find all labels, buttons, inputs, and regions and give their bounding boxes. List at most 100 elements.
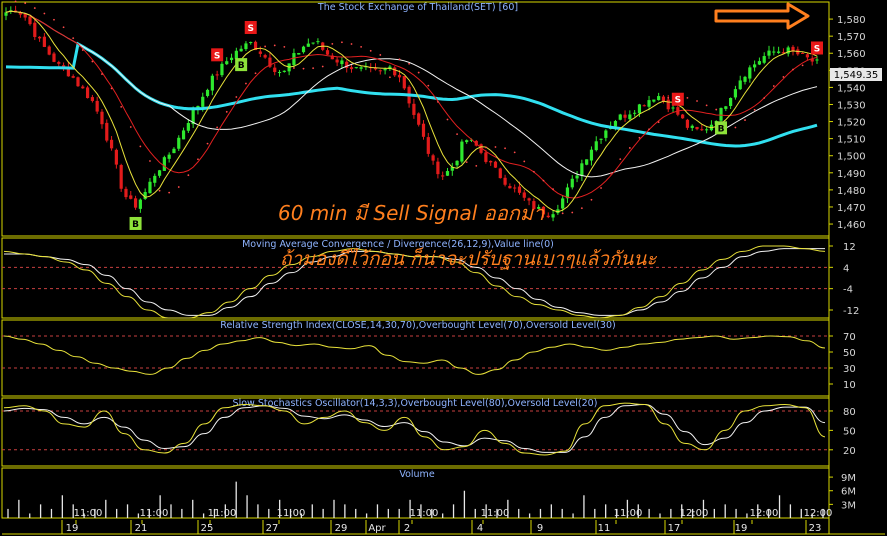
candle-body — [359, 67, 363, 69]
psar-dot — [523, 160, 526, 163]
time-label: 11:00 — [74, 508, 103, 519]
candle-body — [690, 125, 694, 128]
candle-body — [604, 130, 608, 138]
price-tick-label: 1,580 — [837, 15, 866, 26]
candle-body — [460, 141, 464, 162]
psar-dot — [341, 41, 343, 44]
candle-body — [186, 123, 190, 131]
price-tick-label: 1,520 — [837, 118, 866, 129]
date-label: 19 — [735, 523, 748, 534]
candle-body — [345, 61, 349, 68]
candle-body — [167, 154, 171, 159]
candle-body — [268, 57, 272, 67]
osc-tick-label: 4 — [843, 263, 849, 274]
candle-body — [743, 76, 747, 82]
psar-dot — [494, 146, 497, 148]
candle-body — [105, 122, 109, 141]
candle-body — [628, 114, 632, 120]
psar-dot — [139, 145, 142, 148]
date-label: 2 — [404, 523, 410, 534]
sell-signal-box — [671, 92, 684, 106]
psar-dot — [321, 65, 324, 68]
candle-body — [594, 141, 598, 151]
psar-dot — [72, 37, 75, 40]
candle-body — [412, 103, 416, 115]
candle-body — [541, 206, 546, 215]
candle-body — [277, 71, 282, 73]
candle-body — [580, 163, 584, 176]
psar-dot — [686, 96, 689, 99]
candle-body — [441, 175, 445, 177]
candle-body — [210, 75, 214, 91]
candle-body — [393, 67, 397, 76]
candle-body — [781, 52, 786, 54]
date-label: 19 — [66, 523, 79, 534]
candle-body — [335, 59, 339, 63]
sell-signal-box — [244, 20, 257, 34]
osc-tick-label: 20 — [843, 446, 856, 457]
candle-body — [225, 61, 229, 65]
psar-dot — [561, 212, 564, 215]
candle-body — [417, 113, 421, 125]
psar-dot — [542, 179, 545, 182]
axis-ticks: 1,5801,5701,5601,5501,5401,5301,5201,510… — [829, 15, 866, 511]
stochastic-k-line — [3, 402, 826, 456]
current-price-tag: 1,549.35 — [830, 68, 882, 81]
candle-body — [527, 198, 531, 201]
psar-dot — [264, 45, 267, 48]
candle-body — [306, 43, 310, 47]
candle-body — [585, 159, 589, 165]
psar-dot — [14, 0, 17, 3]
candle-body — [652, 99, 656, 102]
psar-dot — [235, 96, 238, 98]
candle-body — [378, 70, 382, 72]
candle-body — [76, 77, 80, 87]
price-panel: The Stock Exchange of Thailand(SET) [60]… — [4, 0, 823, 230]
psar-dot — [552, 188, 554, 190]
candle-body — [431, 155, 435, 161]
candle-body — [325, 50, 330, 55]
price-tick-label: 1,490 — [837, 169, 866, 180]
psar-dot — [513, 151, 516, 154]
candle-body — [191, 110, 195, 125]
time-label: 12:00 — [680, 508, 709, 519]
psar-dot — [369, 49, 372, 52]
psar-dot — [129, 126, 132, 128]
price-tick-label: 1,530 — [837, 100, 866, 111]
sell-signal-label: S — [214, 51, 220, 61]
candle-body — [705, 129, 709, 131]
candle-body — [503, 177, 507, 185]
candle-body — [129, 195, 133, 199]
candle-body — [201, 96, 205, 107]
candle-body — [791, 46, 795, 52]
date-label: 25 — [201, 523, 214, 534]
candle-body — [100, 111, 104, 125]
buy-signal-label: B — [238, 61, 245, 71]
candle-body — [292, 53, 296, 66]
candle-body — [748, 67, 752, 79]
candle-body — [177, 137, 181, 149]
candle-body — [172, 148, 176, 154]
candle-body — [354, 67, 358, 69]
candle-body — [436, 161, 440, 175]
candle-body — [282, 70, 286, 72]
price-tag-box — [830, 68, 882, 81]
psar-dot — [293, 67, 295, 69]
macd-title: Moving Average Convergence / Divergence(… — [242, 239, 554, 250]
psar-dot — [753, 108, 756, 111]
psar-dot — [657, 121, 660, 124]
psar-dot — [398, 58, 401, 61]
sell-signal-box — [211, 48, 224, 62]
volume-tick-label: 9M — [841, 473, 856, 484]
psar-dot — [734, 126, 737, 129]
psar-dot — [389, 76, 391, 79]
sell-signal-box — [811, 41, 823, 55]
candle-body — [114, 149, 118, 165]
price-tick-label: 1,480 — [837, 186, 866, 197]
osc-tick-label: 50 — [843, 348, 856, 359]
candle-body — [753, 64, 757, 68]
psar-dot — [360, 45, 363, 48]
candle-body — [729, 97, 733, 107]
candle-body — [220, 63, 224, 76]
psar-dot — [801, 64, 804, 67]
